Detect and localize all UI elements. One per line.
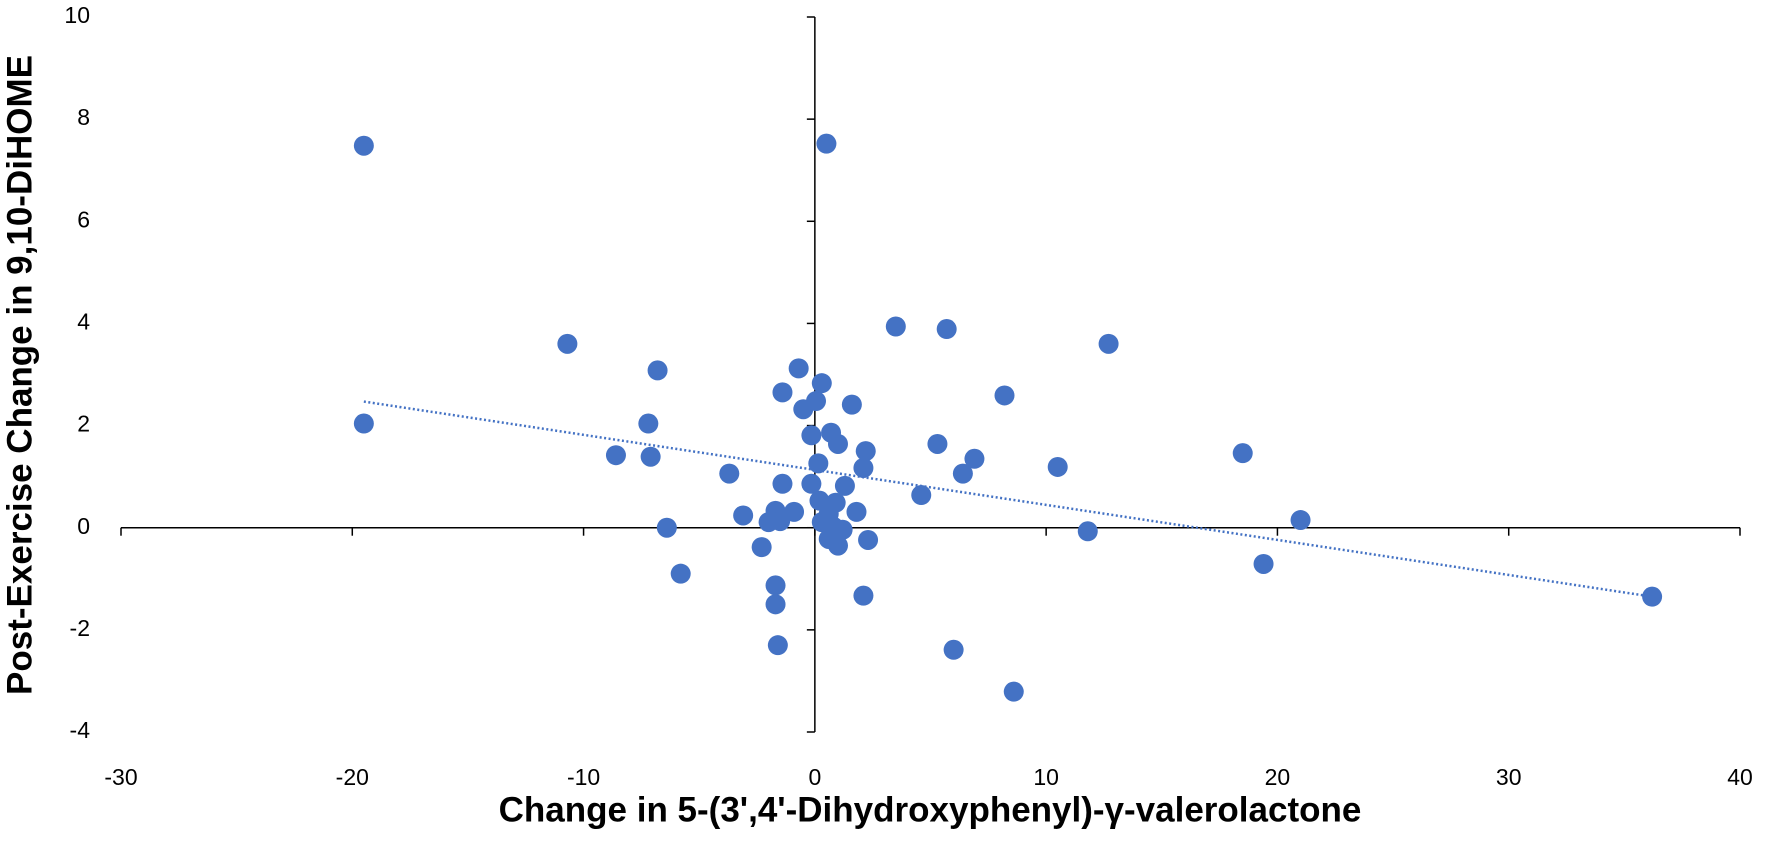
point (801, 473, 822, 494)
point (1290, 510, 1311, 531)
point (353, 413, 374, 434)
x-tick-label: 20 (1265, 764, 1291, 790)
y-axis-title: Post-Exercise Change in 9,10-DiHOME (0, 55, 39, 695)
point (557, 333, 578, 354)
y-tick-label: 0 (77, 513, 90, 539)
point (1047, 456, 1068, 477)
point (808, 453, 829, 474)
point (751, 537, 772, 558)
point (772, 473, 793, 494)
point (772, 382, 793, 403)
point (1003, 681, 1024, 702)
point (638, 413, 659, 434)
point (656, 517, 677, 538)
point (858, 529, 879, 550)
point (605, 445, 626, 466)
point (911, 485, 932, 506)
point (1232, 443, 1253, 464)
point (353, 135, 374, 156)
point (767, 635, 788, 656)
y-tick-label: 8 (77, 104, 90, 130)
x-tick-label: -10 (567, 764, 600, 790)
x-tick-label: -20 (336, 764, 369, 790)
point (788, 358, 809, 379)
point (1253, 553, 1274, 574)
point (801, 425, 822, 446)
point (943, 639, 964, 660)
point (765, 594, 786, 615)
point (964, 448, 985, 469)
point (640, 446, 661, 467)
x-tick-label: 0 (808, 764, 821, 790)
point (733, 505, 754, 526)
y-tick-label: -4 (70, 717, 91, 743)
point (927, 433, 948, 454)
point (1642, 586, 1663, 607)
point (811, 373, 832, 394)
point (834, 475, 855, 496)
x-tick-label: 40 (1727, 764, 1753, 790)
point (719, 463, 740, 484)
point (885, 316, 906, 337)
x-tick-label: 10 (1033, 764, 1059, 790)
point (827, 535, 848, 556)
point (952, 463, 973, 484)
point (784, 501, 805, 522)
y-tick-label: 6 (77, 206, 90, 232)
point (994, 385, 1015, 406)
point (816, 133, 837, 154)
y-tick-label: 2 (77, 411, 90, 437)
point (846, 501, 867, 522)
point (1098, 333, 1119, 354)
y-tick-label: -2 (70, 615, 90, 641)
point (936, 319, 957, 340)
point (853, 457, 874, 478)
x-tick-label: 30 (1496, 764, 1522, 790)
point (670, 563, 691, 584)
x-tick-label: -30 (104, 764, 137, 790)
point (806, 391, 827, 412)
point (853, 585, 874, 606)
y-tick-label: 10 (64, 2, 90, 28)
point (765, 575, 786, 596)
x-axis-title: Change in 5-(3',4'-Dihydroxyphenyl)-γ-va… (499, 790, 1362, 829)
point (827, 433, 848, 454)
point (647, 360, 668, 381)
trendline (363, 400, 1653, 598)
y-tick-label: 4 (77, 309, 90, 335)
point (841, 394, 862, 415)
point (855, 441, 876, 462)
point (1077, 521, 1098, 542)
